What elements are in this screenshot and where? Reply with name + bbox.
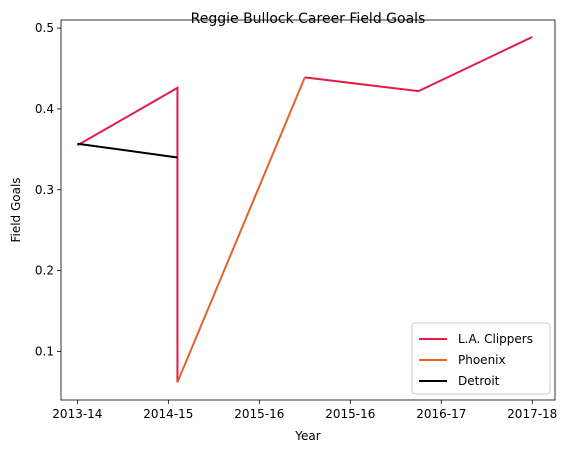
x-tick-label: 2017-18 — [507, 407, 557, 421]
x-tick-label: 2015-16 — [325, 407, 375, 421]
y-axis: 0.1 0.2 0.3 0.4 0.5 — [35, 21, 61, 358]
series-line-1 — [176, 77, 306, 383]
plot-area — [60, 19, 556, 401]
chart-title: Reggie Bullock Career Field Goals — [191, 11, 426, 27]
series-layer — [76, 36, 533, 383]
series-line-2 — [304, 36, 533, 93]
x-tick-label: 2016-17 — [416, 407, 466, 421]
legend: L.A. Clippers Phoenix Detroit — [411, 322, 551, 395]
y-tick-label: 0.3 — [35, 183, 54, 197]
x-tick-label: 2013-14 — [52, 407, 102, 421]
series-line-0 — [76, 86, 179, 383]
legend-label: L.A. Clippers — [458, 332, 533, 346]
plot-frame — [60, 19, 556, 401]
x-tick-label: 2015-16 — [234, 407, 284, 421]
x-axis: 2013-14 2014-15 2015-16 2015-16 2016-17 2017-… — [52, 400, 557, 421]
series-line-3 — [77, 142, 178, 159]
legend-label: Detroit — [458, 374, 500, 388]
legend-box — [411, 322, 551, 395]
x-axis-label: Year — [294, 429, 320, 443]
y-tick-label: 0.1 — [35, 344, 54, 358]
y-axis-label: Field Goals — [9, 177, 23, 242]
legend-label: Phoenix — [458, 353, 506, 367]
y-tick-label: 0.5 — [35, 21, 54, 35]
y-tick-label: 0.2 — [35, 264, 54, 278]
x-tick-label: 2014-15 — [143, 407, 193, 421]
y-tick-label: 0.4 — [35, 102, 54, 116]
